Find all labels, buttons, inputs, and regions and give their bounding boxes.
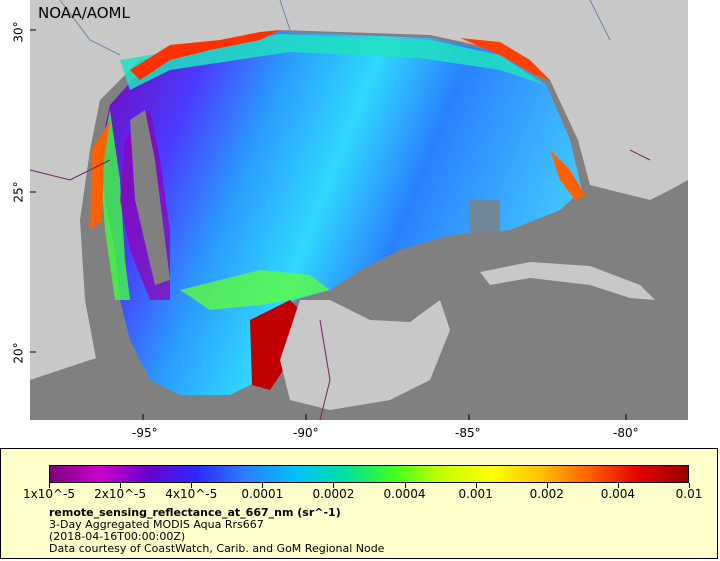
- florida-land: [550, 60, 650, 195]
- colorbar-tick: [49, 483, 50, 488]
- yucatan-land: [280, 300, 450, 410]
- map-image[interactable]: [30, 0, 688, 420]
- y-tick-label: 30°: [11, 21, 26, 43]
- axis-ticks: [30, 29, 627, 420]
- y-tick-label: 25°: [11, 181, 26, 203]
- colorbar-tick: [475, 483, 477, 488]
- colorbar-tick-label: 2x10^-5: [94, 487, 147, 501]
- shelf-band-yucatan: [180, 270, 330, 310]
- cloud-gap-west: [130, 110, 170, 285]
- x-tick-label: -80°: [613, 426, 639, 440]
- border-line: [30, 159, 111, 181]
- shelf-band-north: [120, 34, 545, 90]
- river: [279, 0, 291, 31]
- product-name: 3-Day Aggregated MODIS Aqua Rrs667: [49, 518, 264, 531]
- colorbar-tick: [191, 483, 193, 488]
- x-tick-label: -85°: [455, 426, 481, 440]
- border-line: [319, 319, 331, 420]
- cloud-gap-east: [470, 200, 500, 260]
- colorbar-tick-label: 1x10^-5: [22, 487, 76, 501]
- product-date: (2018-04-16T00:00:00Z): [49, 530, 186, 543]
- colorbar-tick: [689, 483, 690, 488]
- coastal-high-campeche: [250, 300, 300, 390]
- shelf-band-west: [100, 110, 130, 300]
- colorbar-tick: [120, 483, 122, 488]
- noaa-watermark: NOAA/AOML: [38, 4, 130, 22]
- y-tick-label: 20°: [11, 342, 26, 364]
- x-tick-label: -90°: [293, 426, 319, 440]
- colorbar-tick-label: 0.0001: [241, 487, 284, 501]
- variable-name: remote_sensing_reflectance_at_667_nm (sr…: [49, 506, 341, 519]
- colorbar-tick: [617, 483, 619, 488]
- colorbar: [49, 465, 689, 483]
- colorbar-tick-label: 0.0004: [383, 487, 426, 501]
- colorbar-tick-label: 0.004: [600, 487, 636, 501]
- border-line: [629, 149, 651, 161]
- colorbar-tick-label: 0.001: [458, 487, 493, 501]
- colorbar-tick-label: 0.0002: [312, 487, 355, 501]
- x-tick-label: -95°: [132, 426, 158, 440]
- colorbar-tick: [262, 483, 264, 488]
- map-panel[interactable]: [30, 0, 688, 420]
- colorbar-tick-label: 4x10^-5: [165, 487, 218, 501]
- credit-line: Data courtesy of CoastWatch, Carib. and …: [49, 542, 385, 555]
- colorbar-tick: [404, 483, 406, 488]
- colorbar-tick: [546, 483, 548, 488]
- colorbar-tick-label: 0.01: [675, 487, 703, 501]
- cuba-land: [480, 262, 655, 300]
- river: [589, 0, 611, 41]
- colorbar-tick: [333, 483, 335, 488]
- river: [59, 0, 121, 56]
- coastal-high-texas: [90, 120, 110, 230]
- coastal-high-florida: [460, 38, 550, 80]
- coastal-high-north: [130, 30, 280, 80]
- legend-panel: remote_sensing_reflectance_at_667_nm (sr…: [0, 448, 718, 559]
- coastal-high-west-florida: [550, 150, 585, 200]
- colorbar-tick-label: 0.002: [529, 487, 564, 501]
